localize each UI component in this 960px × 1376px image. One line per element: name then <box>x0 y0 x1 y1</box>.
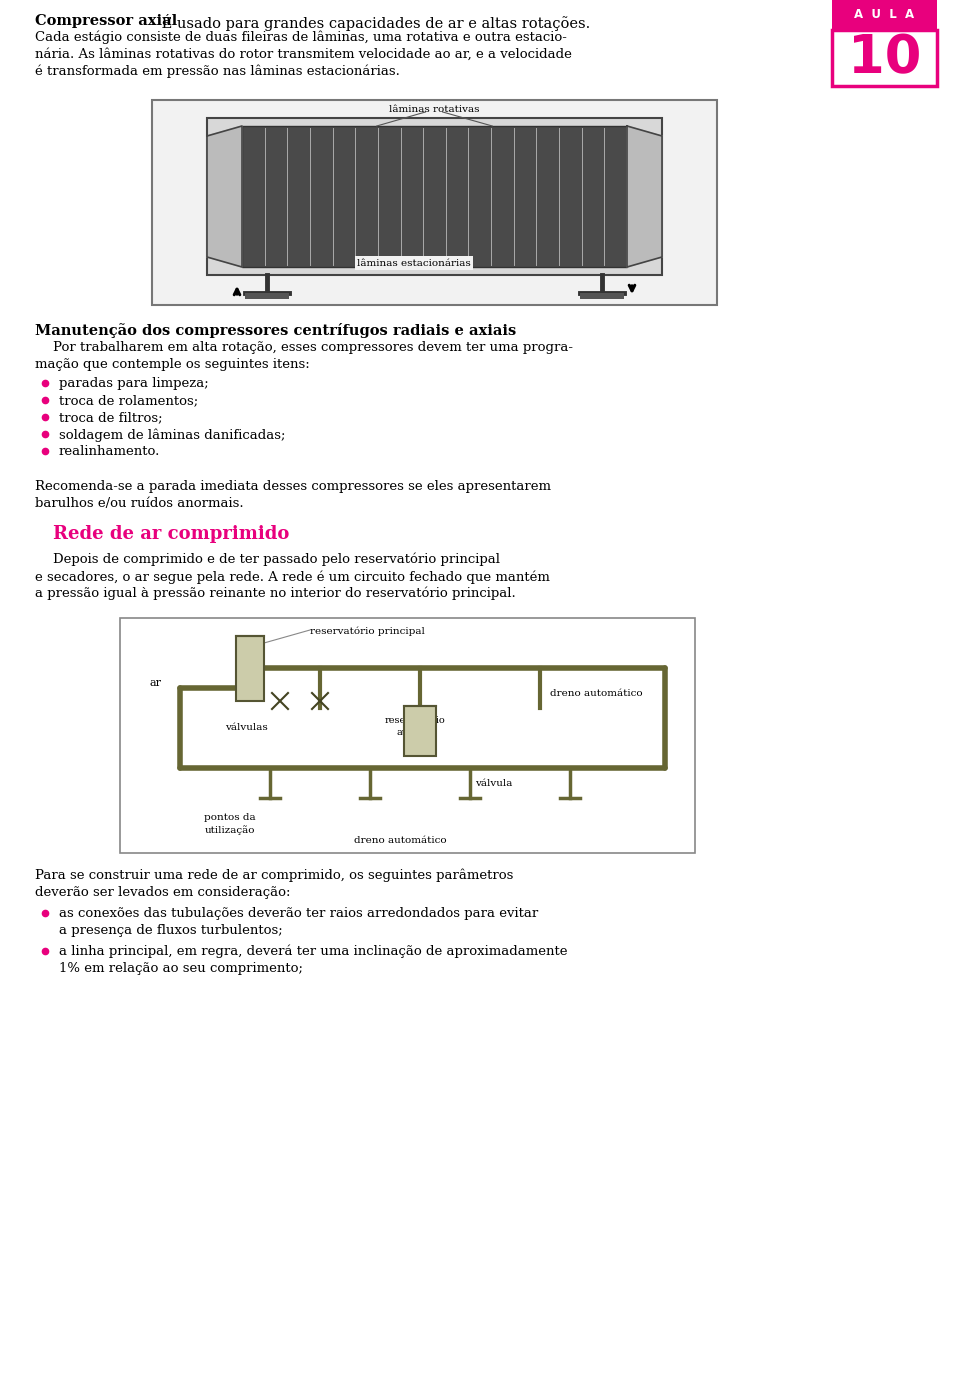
Text: Manutenção dos compressores centrífugos radiais e axiais: Manutenção dos compressores centrífugos … <box>35 323 516 338</box>
Text: reservatório principal: reservatório principal <box>310 626 425 636</box>
Text: Rede de ar comprimido: Rede de ar comprimido <box>53 526 289 544</box>
Text: mação que contemple os seguintes itens:: mação que contemple os seguintes itens: <box>35 358 310 372</box>
Polygon shape <box>207 127 242 267</box>
Text: realinhamento.: realinhamento. <box>59 444 160 458</box>
Text: é transformada em pressão nas lâminas estacionárias.: é transformada em pressão nas lâminas es… <box>35 65 400 78</box>
Bar <box>236 636 264 700</box>
Polygon shape <box>627 127 662 267</box>
Text: ar: ar <box>150 678 162 688</box>
Bar <box>120 618 695 853</box>
Text: válvulas: válvulas <box>225 724 268 732</box>
Text: dreno automático: dreno automático <box>353 837 446 845</box>
Text: reservatório: reservatório <box>385 716 445 725</box>
Text: Para se construir uma rede de ar comprimido, os seguintes parâmetros: Para se construir uma rede de ar comprim… <box>35 870 514 882</box>
Text: paradas para limpeza;: paradas para limpeza; <box>59 377 208 389</box>
Text: Recomenda-se a parada imediata desses compressores se eles apresentarem: Recomenda-se a parada imediata desses co… <box>35 480 551 493</box>
Text: utilização: utilização <box>204 826 255 835</box>
Text: lâminas estacionárias: lâminas estacionárias <box>357 259 470 267</box>
Text: as conexões das tubulações deverão ter raios arredondados para evitar: as conexões das tubulações deverão ter r… <box>59 907 539 921</box>
Text: Cada estágio consiste de duas fileiras de lâminas, uma rotativa e outra estacio-: Cada estágio consiste de duas fileiras d… <box>35 32 566 44</box>
Text: A  U  L  A: A U L A <box>854 8 915 22</box>
Text: pontos da: pontos da <box>204 813 255 821</box>
Text: Compressor axial: Compressor axial <box>35 14 178 28</box>
Bar <box>832 30 937 85</box>
Bar <box>152 100 717 305</box>
Text: 1% em relação ao seu comprimento;: 1% em relação ao seu comprimento; <box>59 962 303 976</box>
Text: auxiliar: auxiliar <box>396 728 434 738</box>
Text: nária. As lâminas rotativas do rotor transmitem velocidade ao ar, e a velocidade: nária. As lâminas rotativas do rotor tra… <box>35 48 572 61</box>
Text: Por trabalharem em alta rotação, esses compressores devem ter uma progra-: Por trabalharem em alta rotação, esses c… <box>53 341 573 354</box>
Text: e secadores, o ar segue pela rede. A rede é um circuito fechado que mantém: e secadores, o ar segue pela rede. A red… <box>35 570 550 583</box>
Text: Depois de comprimido e de ter passado pelo reservatório principal: Depois de comprimido e de ter passado pe… <box>53 553 500 567</box>
Text: – É usado para grandes capacidades de ar e altas rotações.: – É usado para grandes capacidades de ar… <box>145 14 590 32</box>
Bar <box>404 706 436 755</box>
Bar <box>580 293 624 299</box>
Text: 10: 10 <box>848 32 922 84</box>
Bar <box>207 118 662 275</box>
Text: soldagem de lâminas danificadas;: soldagem de lâminas danificadas; <box>59 428 285 442</box>
Text: troca de filtros;: troca de filtros; <box>59 411 162 424</box>
Text: barulhos e/ou ruídos anormais.: barulhos e/ou ruídos anormais. <box>35 497 244 510</box>
Text: a presença de fluxos turbulentos;: a presença de fluxos turbulentos; <box>59 925 283 937</box>
Bar <box>242 127 627 267</box>
Text: deverão ser levados em consideração:: deverão ser levados em consideração: <box>35 886 291 899</box>
Text: a linha principal, em regra, deverá ter uma inclinação de aproximadamente: a linha principal, em regra, deverá ter … <box>59 945 567 959</box>
Text: dreno automático: dreno automático <box>550 688 642 698</box>
Text: a pressão igual à pressão reinante no interior do reservatório principal.: a pressão igual à pressão reinante no in… <box>35 588 516 600</box>
Text: válvula: válvula <box>475 779 513 787</box>
Text: troca de rolamentos;: troca de rolamentos; <box>59 394 199 407</box>
Bar <box>832 0 937 30</box>
Bar <box>245 293 289 299</box>
Text: lâminas rotativas: lâminas rotativas <box>389 106 479 114</box>
